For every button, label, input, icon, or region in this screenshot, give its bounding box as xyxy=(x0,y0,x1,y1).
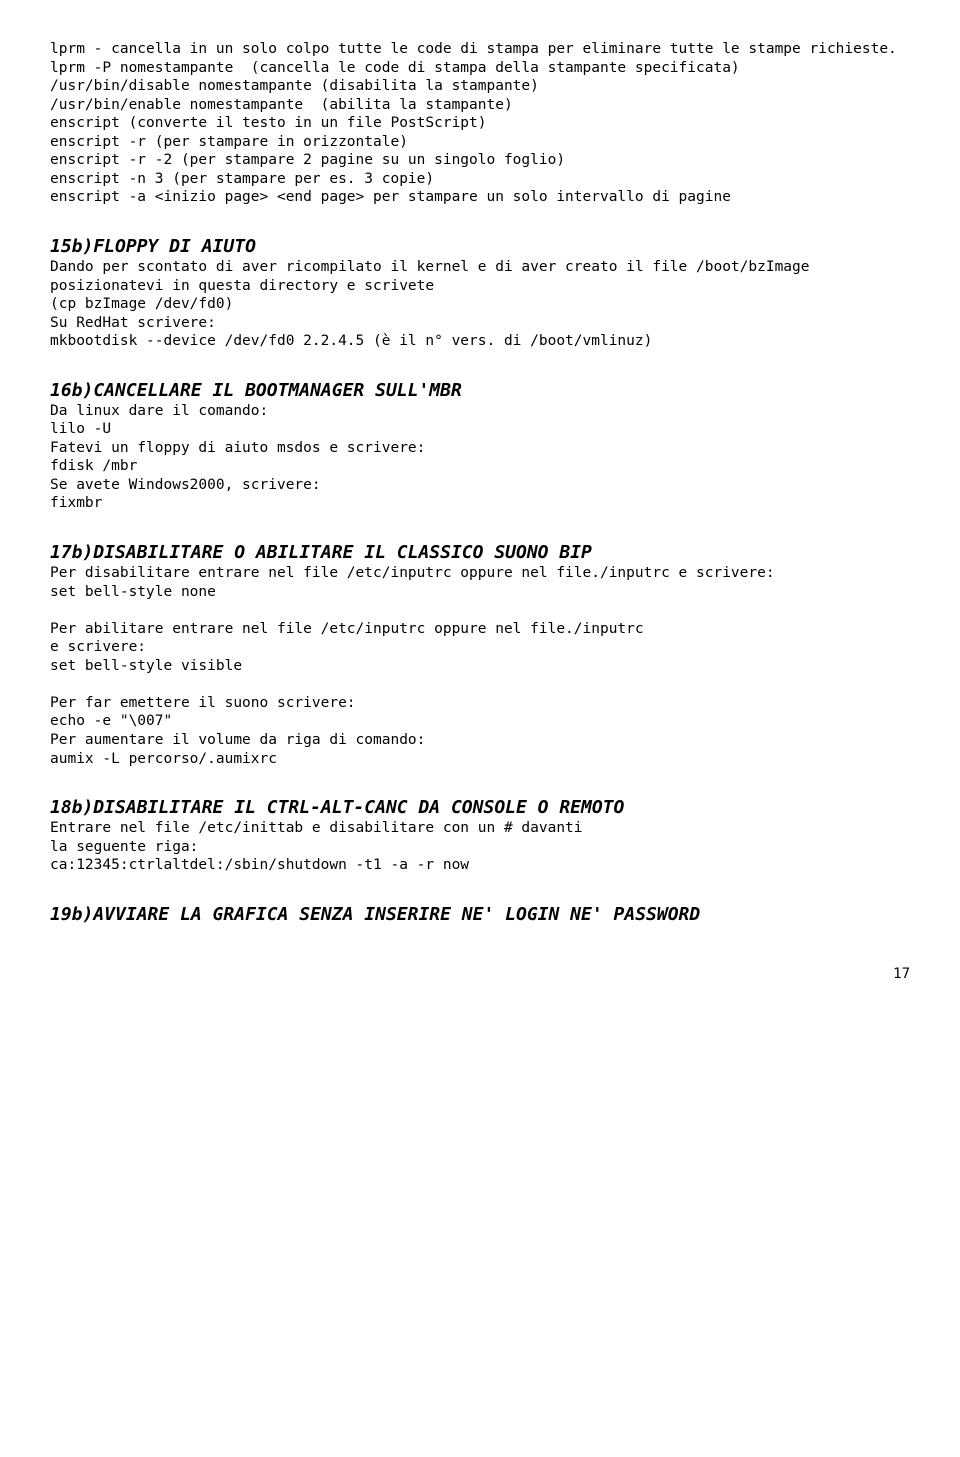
section-16b: 16b)CANCELLARE IL BOOTMANAGER SULL'MBR D… xyxy=(50,379,910,513)
section-18b-title: 18b)DISABILITARE IL CTRL-ALT-CANC DA CON… xyxy=(50,797,624,818)
section-19b: 19b)AVVIARE LA GRAFICA SENZA INSERIRE NE… xyxy=(50,903,910,926)
section-16b-title: 16b)CANCELLARE IL BOOTMANAGER SULL'MBR xyxy=(50,380,462,401)
section-16b-body: Da linux dare il comando: lilo -U Fatevi… xyxy=(50,403,425,512)
section-19b-title: 19b)AVVIARE LA GRAFICA SENZA INSERIRE NE… xyxy=(50,904,700,925)
section-18b: 18b)DISABILITARE IL CTRL-ALT-CANC DA CON… xyxy=(50,796,910,875)
section-18b-body: Entrare nel file /etc/inittab e disabili… xyxy=(50,820,583,873)
section-15b-body: Dando per scontato di aver ricompilato i… xyxy=(50,259,818,349)
section-17b: 17b)DISABILITARE O ABILITARE IL CLASSICO… xyxy=(50,541,910,768)
section-17b-body: Per disabilitare entrare nel file /etc/i… xyxy=(50,565,775,766)
section-17b-title: 17b)DISABILITARE O ABILITARE IL CLASSICO… xyxy=(50,542,592,563)
section-15b: 15b)FLOPPY DI AIUTO Dando per scontato d… xyxy=(50,235,910,351)
section-15b-title: 15b)FLOPPY DI AIUTO xyxy=(50,236,256,257)
page-number: 17 xyxy=(50,966,910,984)
intro-text: lprm - cancella in un solo colpo tutte l… xyxy=(50,40,910,207)
